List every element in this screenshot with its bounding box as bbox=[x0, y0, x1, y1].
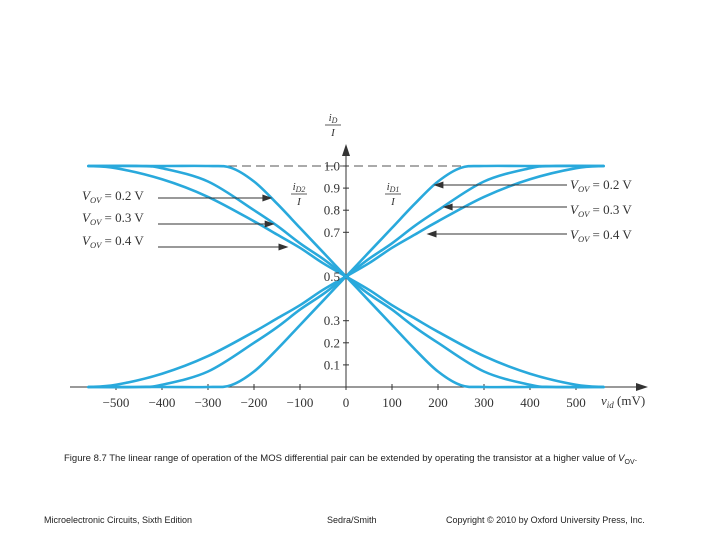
right-annotation-arrow-head bbox=[426, 230, 437, 238]
curve-iD2-vov-04 bbox=[87, 164, 605, 389]
right-annotation-vov-04: VOV = 0.4 V bbox=[570, 227, 632, 244]
y-tick-label: 0.2 bbox=[324, 335, 340, 350]
annotation-var: V bbox=[82, 210, 92, 225]
right-annotation-arrow-head bbox=[442, 203, 453, 211]
left-annotation-arrow-head bbox=[264, 220, 275, 228]
x-tick-label: −500 bbox=[103, 395, 130, 410]
annotation-sub: OV bbox=[578, 234, 591, 244]
y-tick-label: 0.9 bbox=[324, 181, 340, 196]
y-axis-label-sub: D bbox=[331, 116, 338, 125]
footer-book-title: Microelectronic Circuits, Sixth Edition bbox=[44, 515, 193, 525]
annotation-var: V bbox=[570, 177, 580, 192]
x-tick-label: 300 bbox=[474, 395, 494, 410]
x-axis-label: vid (mV) bbox=[601, 393, 645, 410]
right-annotation-arrow-head bbox=[433, 181, 444, 189]
left-annotation-arrow-head bbox=[278, 243, 289, 251]
x-tick-label: 400 bbox=[520, 395, 540, 410]
x-tick-label: 500 bbox=[566, 395, 586, 410]
footer-copyright: Copyright © 2010 by Oxford University Pr… bbox=[446, 515, 645, 525]
annotation-sub: OV bbox=[90, 195, 103, 205]
y-axis-label-numerator: iD bbox=[329, 112, 338, 125]
x-tick-label: −400 bbox=[149, 395, 176, 410]
x-tick-label: 100 bbox=[382, 395, 402, 410]
x-tick-label: −300 bbox=[195, 395, 222, 410]
curve-label-iD2-var: i bbox=[293, 181, 296, 193]
annotation-value: = 0.3 V bbox=[589, 202, 632, 217]
annotation-var: V bbox=[570, 202, 580, 217]
footer-authors: Sedra/Smith bbox=[327, 515, 377, 525]
curves bbox=[87, 164, 605, 389]
annotation-value: = 0.2 V bbox=[589, 177, 632, 192]
y-axis-label-var: i bbox=[329, 112, 332, 124]
caption-text: Figure 8.7 The linear range of operation… bbox=[64, 453, 619, 464]
y-tick-label: 0.7 bbox=[324, 225, 341, 240]
y-tick-label: 0.8 bbox=[324, 203, 340, 218]
curve-label-iD2-sub: D2 bbox=[295, 185, 306, 194]
annotation-sub: OV bbox=[90, 217, 103, 227]
x-axis-label-unit: (mV) bbox=[614, 393, 645, 408]
caption-var: V bbox=[618, 453, 625, 464]
left-annotation-vov-02: VOV = 0.2 V bbox=[82, 188, 144, 205]
curve-label-iD2-numerator: iD2 bbox=[293, 181, 306, 194]
x-tick-label: 200 bbox=[428, 395, 448, 410]
curve-label-iD2-denominator: I bbox=[296, 196, 302, 208]
annotation-value: = 0.4 V bbox=[589, 227, 632, 242]
x-tick-label: −100 bbox=[287, 395, 314, 410]
right-annotation-vov-03: VOV = 0.3 V bbox=[570, 202, 632, 219]
left-annotation-arrow-head bbox=[262, 194, 273, 202]
figure-caption: Figure 8.7 The linear range of operation… bbox=[64, 453, 637, 466]
y-tick-label: 0.3 bbox=[324, 313, 340, 328]
y-tick-label: 0.5 bbox=[324, 269, 340, 284]
annotation-var: V bbox=[82, 188, 92, 203]
y-axis-label-denominator: I bbox=[330, 127, 336, 139]
left-annotation-vov-04: VOV = 0.4 V bbox=[82, 233, 144, 250]
curve-label-iD1-numerator: iD1 bbox=[387, 181, 400, 194]
tick-labels: −500 −400 −300 −200 −100 0 100 200 300 400 500 0.1 0… bbox=[103, 112, 646, 410]
x-axis-arrow bbox=[636, 383, 648, 391]
x-axis-label-var: v bbox=[601, 393, 607, 408]
x-tick-label: 0 bbox=[343, 395, 350, 410]
caption-end: . bbox=[634, 453, 638, 464]
x-tick-label: −200 bbox=[241, 395, 268, 410]
caption-sub: OV bbox=[624, 458, 635, 466]
annotation-sub: OV bbox=[578, 184, 591, 194]
curve-label-iD1-var: i bbox=[387, 181, 390, 193]
annotation-var: V bbox=[82, 233, 92, 248]
annotation-value: = 0.2 V bbox=[101, 188, 144, 203]
annotation-sub: OV bbox=[578, 209, 591, 219]
annotation-sub: OV bbox=[90, 240, 103, 250]
curve-label-iD1-denominator: I bbox=[390, 196, 396, 208]
right-annotation-vov-02: VOV = 0.2 V bbox=[570, 177, 632, 194]
annotation-value: = 0.3 V bbox=[101, 210, 144, 225]
y-tick-label: 1.0 bbox=[324, 159, 340, 174]
y-axis-arrow bbox=[342, 144, 350, 156]
y-tick-label: 0.1 bbox=[324, 357, 340, 372]
annotation-var: V bbox=[570, 227, 580, 242]
annotation-value: = 0.4 V bbox=[101, 233, 144, 248]
left-annotation-vov-03: VOV = 0.3 V bbox=[82, 210, 144, 227]
curve-label-iD1-sub: D1 bbox=[389, 185, 400, 194]
x-axis-label-sub: id bbox=[607, 400, 615, 410]
